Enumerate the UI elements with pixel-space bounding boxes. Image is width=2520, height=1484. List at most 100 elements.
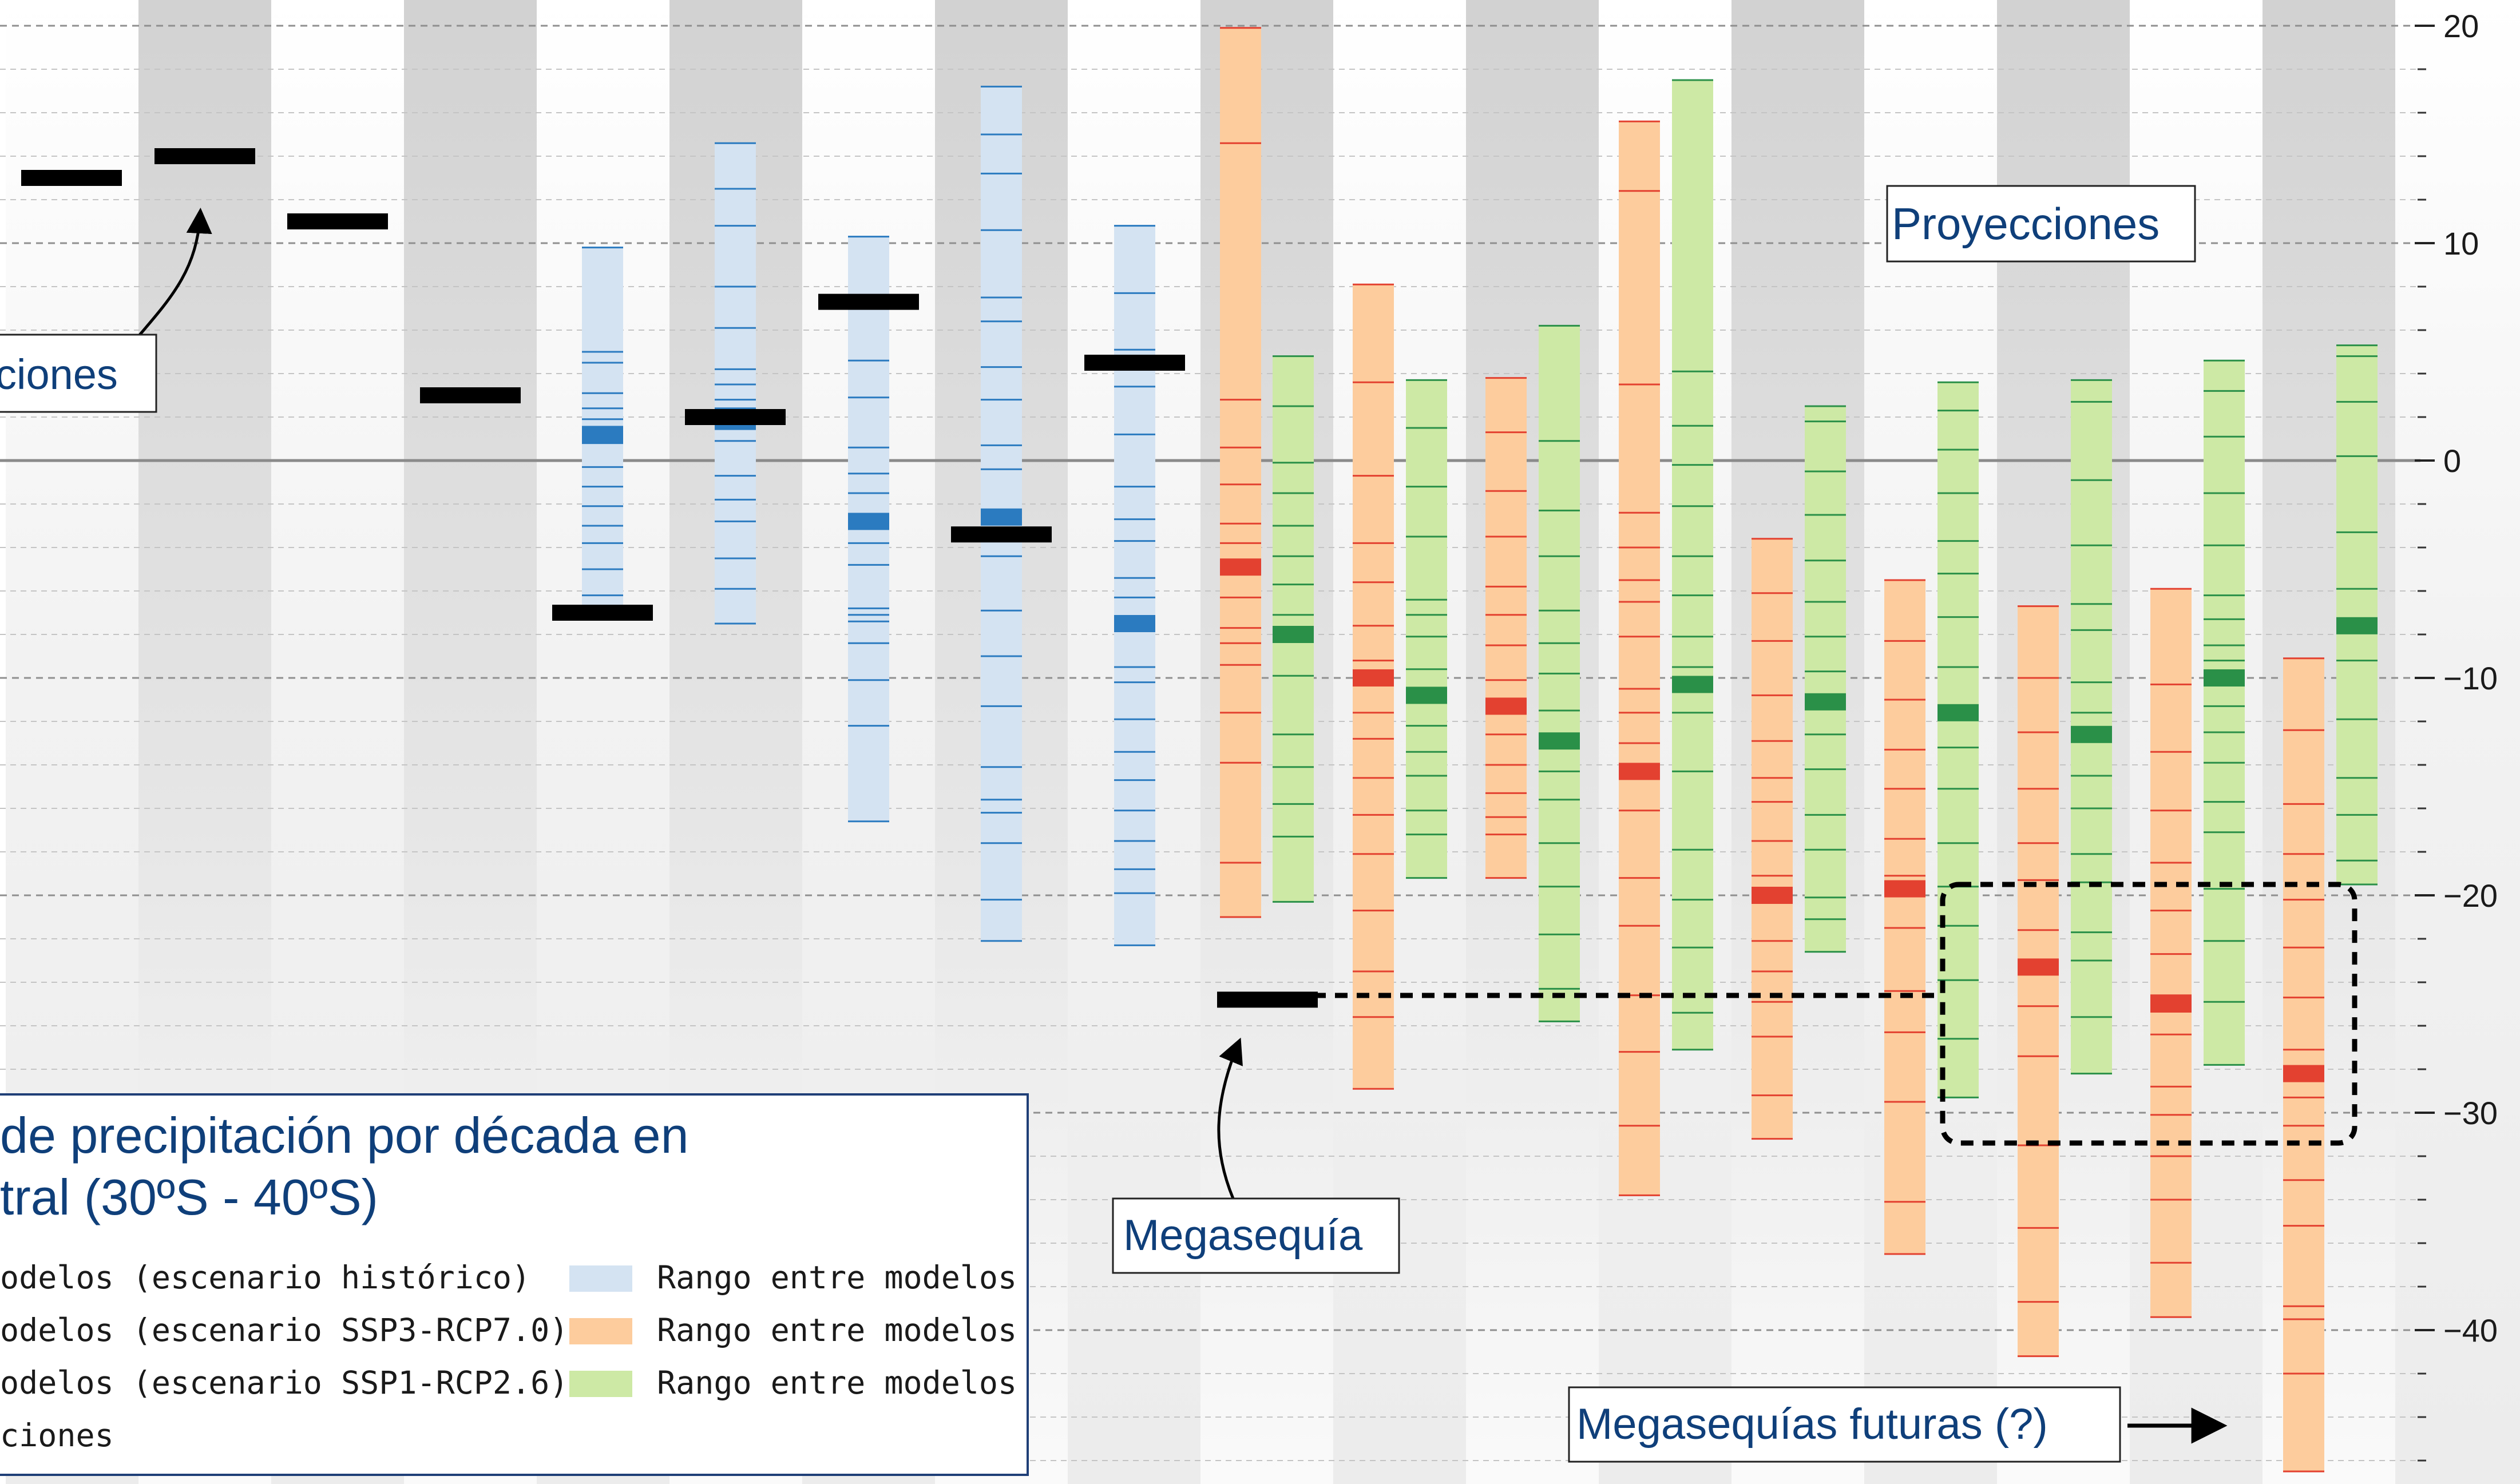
ssp3-bar-mean xyxy=(2283,1065,2324,1082)
ssp1-bar-range xyxy=(1406,380,1447,878)
ssp1-bar xyxy=(1273,355,1314,903)
ssp3-bar xyxy=(1353,283,1394,1090)
legend-range-ssp3: Rango entre modelos xyxy=(657,1312,1017,1348)
ssp3-bar xyxy=(2283,657,2324,1473)
ssp1-bar-mean xyxy=(1406,687,1447,704)
ssp1-bar xyxy=(1406,379,1447,879)
observation-marker xyxy=(420,387,521,403)
observation-marker xyxy=(1084,355,1185,371)
ssp3-bar-mean xyxy=(2150,995,2192,1013)
ssp1-bar-mean xyxy=(2204,669,2245,687)
ssp3-bar-range xyxy=(1884,580,1925,1254)
ssp3-bar-mean xyxy=(1752,887,1793,904)
ssp1-bar xyxy=(2071,379,2112,1075)
megasequias-futuras-label: Megasequías futuras (?) xyxy=(1576,1400,2048,1449)
ssp1-bar xyxy=(1805,405,1846,953)
historical-bar xyxy=(848,236,889,823)
ssp1-bar-range xyxy=(1672,80,1713,1050)
ssp1-bar-range xyxy=(1937,382,1979,1098)
historical-bar-mean xyxy=(981,508,1022,526)
ssp3-bar-mean xyxy=(1353,669,1394,687)
legend-item-historical: odelos (escenario histórico) xyxy=(0,1259,530,1296)
legend-title-line2: tral (30ºS - 40ºS) xyxy=(0,1169,378,1225)
ssp3-bar-range xyxy=(1485,378,1527,878)
observaciones-arrow xyxy=(136,208,212,339)
y-tick-label: −10 xyxy=(2443,660,2498,696)
ssp1-bar-range xyxy=(2204,360,2245,1065)
ssp1-bar-mean xyxy=(1805,693,1846,711)
legend-swatch-ssp1-range xyxy=(569,1371,632,1397)
legend-item-observations: ciones xyxy=(0,1417,114,1454)
ssp3-bar-range xyxy=(2150,589,2192,1318)
legend-title-line1: de precipitación por década en xyxy=(0,1107,689,1164)
ssp3-bar-range xyxy=(2018,606,2059,1356)
megasequia-arrow xyxy=(1217,1037,1243,1199)
megasequia-annotation: Megasequía xyxy=(1112,1197,1400,1274)
historical-bar-range xyxy=(715,143,756,624)
observation-marker xyxy=(154,148,255,164)
legend-item-ssp3: odelos (escenario SSP3-RCP7.0) xyxy=(0,1312,568,1348)
future-megadrought-region xyxy=(1940,882,2357,1146)
ssp3-bar-mean xyxy=(1884,880,1925,898)
proyecciones-label: Proyecciones xyxy=(1892,199,2160,249)
ssp3-bar-mean xyxy=(1220,558,1261,576)
y-tick-label: 10 xyxy=(2443,225,2479,261)
observation-markers xyxy=(21,148,1318,1008)
megasequia-label: Megasequía xyxy=(1123,1211,1363,1260)
ssp1-bar xyxy=(2204,359,2245,1066)
legend-swatch-ssp3-range xyxy=(569,1318,632,1344)
ssp3-bar xyxy=(1884,579,1925,1255)
ssp3-bar-mean xyxy=(1619,763,1660,780)
background-stripe xyxy=(2395,0,2520,1484)
observation-marker xyxy=(21,170,122,186)
historical-bar xyxy=(715,142,756,625)
y-axis: 20 10 0 −10 −20 −30 −40 xyxy=(2415,8,2498,1462)
y-tick-label: −40 xyxy=(2443,1312,2498,1348)
ssp3-bar xyxy=(1619,120,1660,1196)
megasequias-futuras-annotation: Megasequías futuras (?) xyxy=(1568,1386,2121,1463)
ssp1-bar-range xyxy=(1805,406,1846,952)
historical-bar-mean xyxy=(848,513,889,530)
ssp3-bar xyxy=(1220,27,1261,918)
observaciones-annotation: ciones xyxy=(0,334,157,413)
legend: de precipitación por década en tral (30º… xyxy=(0,1093,1029,1476)
ssp1-bar-mean xyxy=(1672,676,1713,693)
ssp3-bar-range xyxy=(2283,658,2324,1471)
legend-range-historical: Rango entre modelos xyxy=(657,1259,1017,1296)
ssp1-bar-mean xyxy=(2071,725,2112,743)
range-bars xyxy=(582,27,2378,1473)
y-tick-label: −20 xyxy=(2443,878,2498,914)
ssp1-bar xyxy=(2336,344,2378,886)
ssp3-bar xyxy=(1485,377,1527,879)
historical-bar xyxy=(582,247,623,618)
ssp3-bar-mean xyxy=(1485,697,1527,715)
legend-box xyxy=(0,1093,1029,1476)
observation-marker xyxy=(685,409,786,425)
ssp1-bar-range xyxy=(2336,345,2378,884)
y-tick-label: −30 xyxy=(2443,1095,2498,1131)
ssp1-bar-mean xyxy=(1539,732,1580,750)
legend-swatch-historical-range xyxy=(569,1265,632,1292)
observation-marker xyxy=(951,526,1052,543)
ssp3-bar xyxy=(1752,538,1793,1140)
ssp1-bar xyxy=(1539,324,1580,1022)
ssp3-bar-mean xyxy=(2018,958,2059,976)
historical-bar-range xyxy=(1114,225,1155,946)
historical-bar-mean xyxy=(1114,615,1155,632)
ssp1-bar-mean xyxy=(2336,617,2378,634)
ssp1-bar-mean xyxy=(1937,704,1979,721)
observation-marker xyxy=(818,293,919,310)
ssp3-bar xyxy=(2018,605,2059,1358)
historical-bar-mean xyxy=(582,426,623,443)
historical-bar xyxy=(981,85,1022,942)
ssp3-bar-range xyxy=(1353,284,1394,1089)
ssp1-bar xyxy=(1937,381,1979,1098)
observaciones-label: ciones xyxy=(0,351,118,398)
proyecciones-annotation: Proyecciones xyxy=(1886,185,2196,263)
legend-range-ssp1: Rango entre modelos xyxy=(657,1364,1017,1401)
y-tick-label: 0 xyxy=(2443,443,2461,479)
ssp1-bar xyxy=(1672,79,1713,1051)
ssp3-bar xyxy=(2150,588,2192,1318)
observation-marker xyxy=(287,213,388,229)
